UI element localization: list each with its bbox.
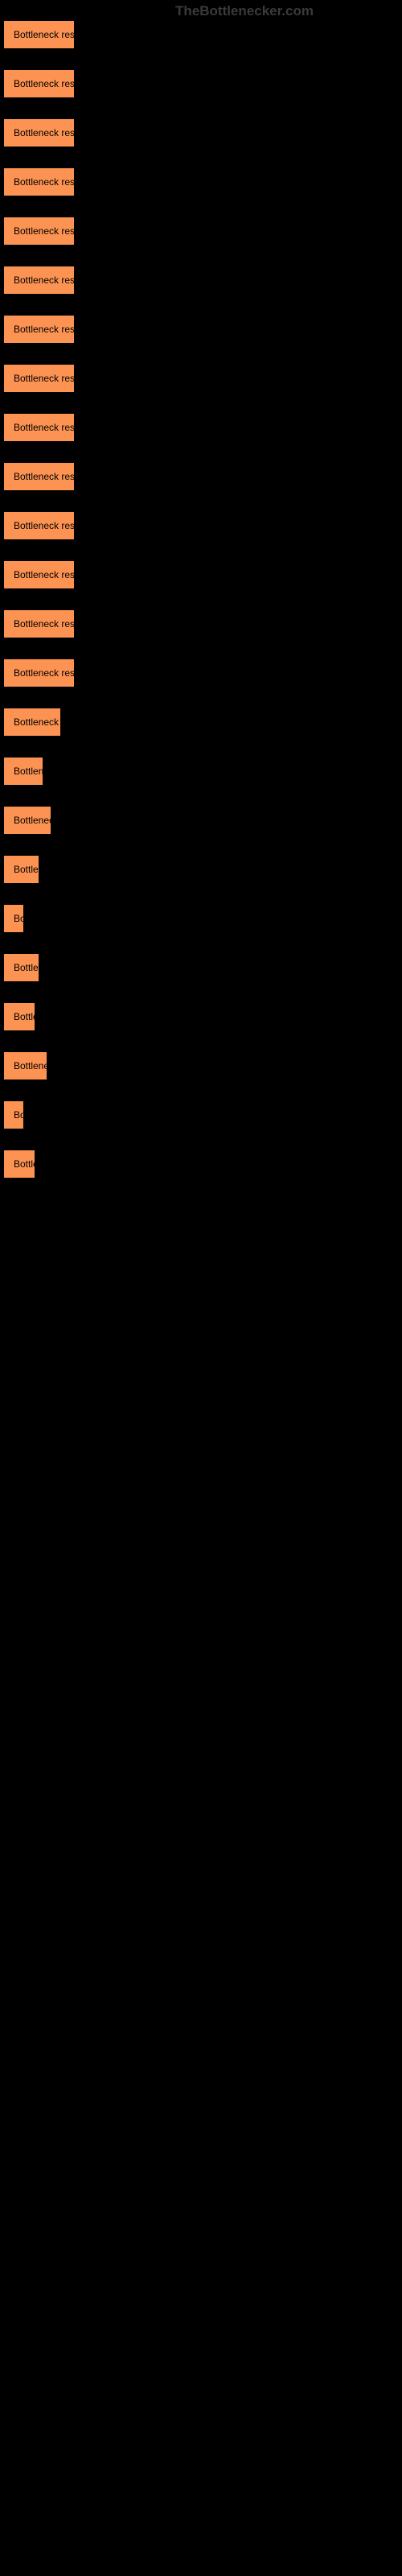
watermark: TheBottlenecker.com (175, 3, 314, 19)
bottleneck-result-button[interactable]: Bo (3, 904, 24, 933)
bottleneck-result-button[interactable]: Bottleneck result (3, 560, 75, 589)
bottleneck-result-button[interactable]: Bottle (3, 1150, 35, 1179)
bottleneck-result-button[interactable]: Bottleneck result (3, 118, 75, 147)
bottleneck-result-button[interactable]: Bottleneck result (3, 658, 75, 687)
bottleneck-result-button[interactable]: Bottleneck result (3, 20, 75, 49)
bottleneck-result-button[interactable]: Bottleneck result (3, 315, 75, 344)
bottleneck-result-button[interactable]: Bottleneck result (3, 69, 75, 98)
bottleneck-result-button[interactable]: Bottle (3, 1002, 35, 1031)
bottleneck-result-button[interactable]: Bottlenec (3, 1051, 47, 1080)
bottleneck-result-button[interactable]: Bottleneck result (3, 609, 75, 638)
bottleneck-result-button[interactable]: Bottleneck (3, 806, 51, 835)
bottleneck-result-button[interactable]: Bottleneck result (3, 462, 75, 491)
bottleneck-result-button[interactable]: Bottlene (3, 757, 43, 786)
bottleneck-result-button[interactable]: Bottleneck result (3, 364, 75, 393)
buttons-container: Bottleneck result Bottleneck result Bottle… (0, 0, 402, 1179)
bottleneck-result-button[interactable]: Bottlen (3, 855, 39, 884)
bottleneck-result-button[interactable]: Bo (3, 1100, 24, 1129)
bottleneck-result-button[interactable]: Bottleneck re (3, 708, 61, 737)
bottleneck-result-button[interactable]: Bottleneck result (3, 266, 75, 295)
bottleneck-result-button[interactable]: Bottleneck result (3, 413, 75, 442)
bottleneck-result-button[interactable]: Bottleneck result (3, 167, 75, 196)
bottleneck-result-button[interactable]: Bottleneck result (3, 511, 75, 540)
bottleneck-result-button[interactable]: Bottleneck result (3, 217, 75, 246)
bottleneck-result-button[interactable]: Bottlen (3, 953, 39, 982)
